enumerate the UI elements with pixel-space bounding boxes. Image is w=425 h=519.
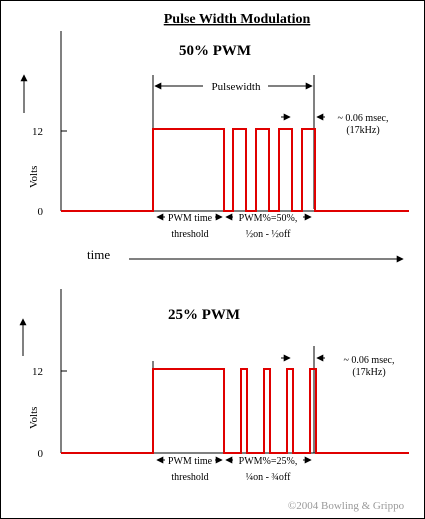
time-label: time: [87, 247, 110, 262]
panel-50-pwm: 50% PWM Volts 12 0 Pulsewidth ~ 0.06 mse…: [20, 31, 409, 263]
duty-label-line1: PWM%=25%,: [239, 456, 298, 467]
y-tick-label-high: 12: [32, 366, 43, 378]
y-tick-label-low: 0: [38, 448, 44, 460]
period-label-line1: ~ 0.06 msec,: [344, 355, 395, 366]
pwm-signal-trace: [61, 128, 409, 212]
y-axis-label: Volts: [28, 407, 40, 429]
panel-heading: 50% PWM: [179, 43, 251, 59]
threshold-label-line1: PWM time: [168, 456, 213, 467]
threshold-label-line2: threshold: [171, 472, 208, 483]
panel-25-pwm: 25% PWM Volts 12 0 ~ 0.06 msec, (17kHz) …: [19, 289, 409, 483]
period-label-line1: ~ 0.06 msec,: [338, 113, 389, 124]
copyright-text: ©2004 Bowling & Grippo: [288, 500, 405, 512]
pulsewidth-label: Pulsewidth: [212, 81, 261, 93]
period-label-line2: (17kHz): [346, 125, 379, 136]
threshold-label-line2: threshold: [171, 229, 208, 240]
duty-label-line2: ½on - ½off: [246, 229, 291, 240]
y-axis-label: Volts: [28, 166, 40, 188]
diagram-title: Pulse Width Modulation: [164, 12, 311, 27]
threshold-label-line1: PWM time: [168, 213, 213, 224]
pwm-signal-trace: [61, 368, 409, 454]
panel-heading: 25% PWM: [168, 307, 240, 323]
duty-label-line2: ¼on - ¾off: [246, 472, 291, 483]
period-label-line2: (17kHz): [352, 367, 385, 378]
y-tick-label-low: 0: [38, 206, 44, 218]
y-tick-label-high: 12: [32, 126, 43, 138]
duty-label-line1: PWM%=50%,: [239, 213, 298, 224]
